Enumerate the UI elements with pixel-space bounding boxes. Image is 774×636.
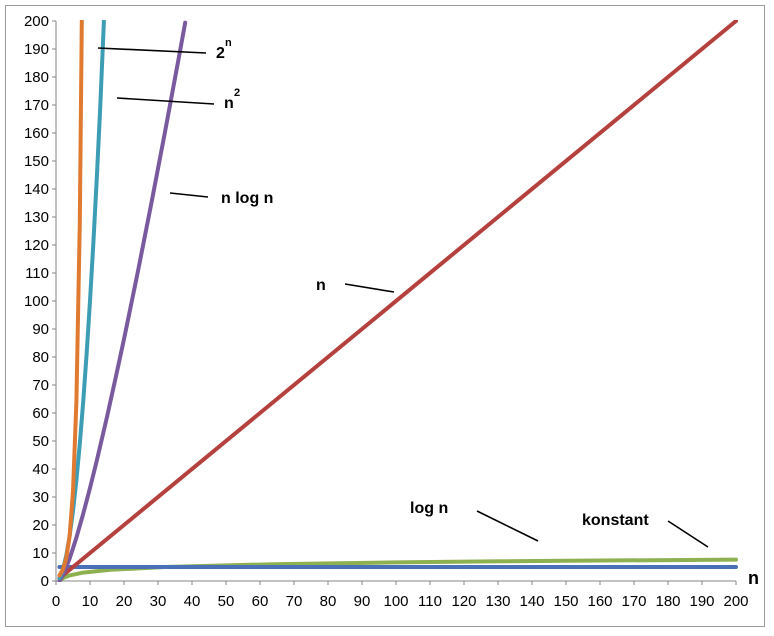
series-line-4 <box>57 557 738 582</box>
annotation-leader-line <box>116 97 215 105</box>
y-tick-label: 130 <box>24 209 49 226</box>
y-tick-label: 20 <box>32 517 49 534</box>
tick-labels: 0102030405060708090100110120130140150160… <box>24 13 749 610</box>
x-tick-label: 70 <box>286 593 303 610</box>
series-label-1: n <box>224 95 234 112</box>
x-tick-label: 180 <box>655 593 680 610</box>
x-tick-label: 20 <box>116 593 133 610</box>
y-tick-label: 200 <box>24 13 49 30</box>
x-tick-label: 140 <box>519 593 544 610</box>
series-label-superscript-0: n <box>225 37 232 49</box>
chart-frame <box>5 5 765 627</box>
x-tick-label: 30 <box>150 593 167 610</box>
x-tick-label: 150 <box>553 593 578 610</box>
x-tick-label: 190 <box>689 593 714 610</box>
annotation-leader-line <box>344 283 395 293</box>
annotation-leader-line <box>169 192 209 198</box>
y-tick-label: 180 <box>24 69 49 86</box>
y-tick-label: 100 <box>24 293 49 310</box>
x-tick-label: 120 <box>451 593 476 610</box>
x-tick-label: 110 <box>418 593 442 610</box>
y-tick-label: 0 <box>41 573 49 590</box>
axes <box>52 20 737 585</box>
y-tick-label: 90 <box>32 321 49 338</box>
y-tick-label: 80 <box>32 349 49 366</box>
y-tick-label: 110 <box>25 265 49 282</box>
annotation-leader-line <box>97 47 207 54</box>
x-tick-label: 160 <box>587 593 612 610</box>
series-label-5: konstant <box>582 512 649 529</box>
x-tick-label: 0 <box>52 593 60 610</box>
series-label-0: 2 <box>216 45 225 62</box>
x-tick-label: 130 <box>485 593 510 610</box>
series-line-3 <box>57 20 738 581</box>
y-tick-label: 70 <box>32 377 49 394</box>
y-tick-label: 30 <box>32 489 49 506</box>
series-label-4: log n <box>410 500 448 517</box>
y-tick-label: 160 <box>24 125 49 142</box>
y-tick-label: 10 <box>32 545 49 562</box>
y-tick-label: 120 <box>24 237 49 254</box>
x-tick-label: 50 <box>218 593 235 610</box>
y-tick-label: 170 <box>24 97 49 114</box>
y-tick-label: 150 <box>24 153 49 170</box>
series-label-3: n <box>316 277 326 294</box>
x-axis-title: n <box>748 568 759 588</box>
annotation-leader-line <box>667 520 709 548</box>
y-tick-label: 50 <box>32 433 49 450</box>
y-tick-label: 60 <box>32 405 49 422</box>
series-label-superscript-1: 2 <box>234 87 240 99</box>
x-tick-label: 10 <box>82 593 99 610</box>
x-tick-label: 100 <box>383 593 408 610</box>
annotation-leader-line <box>476 510 539 542</box>
x-tick-label: 60 <box>252 593 269 610</box>
x-tick-label: 80 <box>320 593 337 610</box>
series-layer <box>57 20 738 582</box>
x-tick-label: 40 <box>184 593 201 610</box>
x-tick-label: 90 <box>354 593 371 610</box>
x-tick-label: 170 <box>621 593 646 610</box>
x-tick-label: 200 <box>723 593 748 610</box>
y-tick-label: 140 <box>24 181 49 198</box>
series-line-2 <box>57 20 188 582</box>
series-label-2: n log n <box>221 190 273 207</box>
y-tick-label: 40 <box>32 461 49 478</box>
series-line-0 <box>57 20 84 578</box>
y-tick-label: 190 <box>24 41 49 58</box>
